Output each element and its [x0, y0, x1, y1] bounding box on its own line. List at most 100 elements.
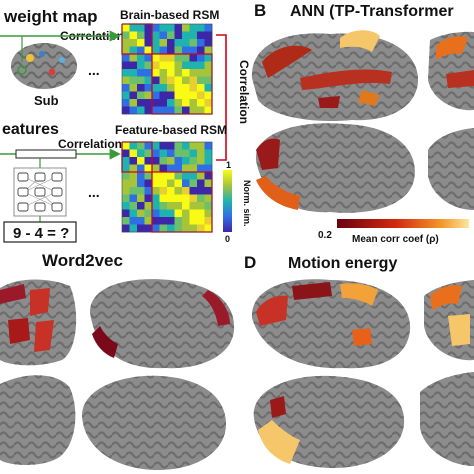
- rsm-cell: [189, 217, 198, 225]
- colorbar-max: 1: [226, 160, 231, 170]
- rsm-cell: [189, 142, 198, 150]
- panel-d: D Motion energy: [244, 253, 474, 468]
- rsm-cell: [167, 209, 175, 218]
- equation-box: [3, 221, 77, 243]
- rsm-cell: [167, 179, 175, 188]
- rsm-cell: [167, 46, 175, 55]
- rsm-cell: [144, 224, 153, 233]
- rsm-cell: [189, 224, 198, 233]
- rsm-cell: [197, 69, 205, 77]
- rsm-cell: [122, 224, 130, 233]
- rsm-cell: [137, 202, 145, 210]
- rsm-cell: [197, 61, 205, 70]
- rsm-cell: [144, 194, 153, 203]
- rsm-cell: [182, 84, 190, 92]
- rsm-correlation-bracket: [216, 34, 227, 161]
- rsm-cell: [122, 69, 130, 77]
- rsm-cell: [152, 187, 160, 195]
- rsm-cell: [167, 172, 175, 180]
- rsm-cell: [122, 91, 130, 100]
- rsm-cell: [122, 46, 130, 55]
- rsm-cell: [137, 69, 145, 77]
- rsm-cell: [182, 149, 190, 158]
- rsm-cell: [152, 194, 160, 203]
- correlation-vertical-label: Correlation: [237, 60, 251, 124]
- rsm-cell: [129, 224, 138, 233]
- rsm-cell: [167, 164, 175, 173]
- rsm-cell: [122, 142, 130, 150]
- rsm-cell: [129, 187, 138, 195]
- rsm-cell: [182, 91, 190, 100]
- rsm-cell: [189, 209, 198, 218]
- rsm-cell: [152, 54, 160, 62]
- rsm-cell: [204, 202, 213, 210]
- rsm-cell: [152, 142, 160, 150]
- rsm-cell: [159, 39, 168, 47]
- rsm-cell: [144, 69, 153, 77]
- panel-b-letter: B: [254, 1, 266, 20]
- word2vec-lateral-brain-right: [90, 279, 235, 369]
- rsm-cell: [122, 24, 130, 32]
- rsm-cell: [122, 179, 130, 188]
- panel-c: Word2vec: [0, 251, 235, 470]
- rsm-cell: [204, 91, 213, 100]
- ann-medial-brain-right: [428, 128, 474, 210]
- rsm-cell: [197, 224, 205, 233]
- motion-lateral-brain-right: [424, 280, 474, 361]
- rsm-cell: [167, 217, 175, 225]
- rsm-cell: [137, 142, 145, 150]
- rsm-cell: [174, 142, 183, 150]
- rsm-cell: [137, 149, 145, 158]
- rsm-cell: [182, 39, 190, 47]
- rsm-cell: [197, 179, 205, 188]
- rsm-cell: [137, 164, 145, 173]
- feature-network-icon: [0, 148, 121, 222]
- rsm-cell: [159, 46, 168, 55]
- rsm-cell: [189, 91, 198, 100]
- rsm-cell: [197, 172, 205, 180]
- rsm-cell: [174, 149, 183, 158]
- rsm-cell: [197, 76, 205, 85]
- rsm-cell: [129, 157, 138, 165]
- rsm-cell: [144, 157, 153, 165]
- panel-b-title: ANN (TP-Transformer: [290, 3, 454, 20]
- rsm-cell: [159, 24, 168, 32]
- rsm-cell: [144, 142, 153, 150]
- rsm-cell: [167, 31, 175, 40]
- rsm-cell: [144, 172, 153, 180]
- ann-correlation-colorbar: [337, 219, 469, 228]
- rsm-cell: [174, 31, 183, 40]
- weight-map-title: weight map: [3, 7, 98, 26]
- rsm-cell: [197, 99, 205, 107]
- rsm-cell: [129, 39, 138, 47]
- motion-lateral-brain-left: [251, 279, 411, 369]
- rsm-cell: [137, 31, 145, 40]
- rsm-cell: [167, 194, 175, 203]
- rsm-cell: [204, 106, 213, 115]
- rsm-cell: [174, 91, 183, 100]
- rsm-cell: [167, 76, 175, 85]
- rsm-cell: [144, 39, 153, 47]
- rsm-cell: [159, 61, 168, 70]
- rsm-cell: [152, 179, 160, 188]
- rsm-cell: [197, 106, 205, 115]
- rsm-cell: [174, 209, 183, 218]
- rsm-cell: [197, 209, 205, 218]
- rsm-cell: [152, 31, 160, 40]
- rsm-cell: [167, 142, 175, 150]
- rsm-cell: [159, 76, 168, 85]
- rsm-cell: [174, 179, 183, 188]
- rsm-cell: [167, 69, 175, 77]
- rsm-cell: [159, 179, 168, 188]
- rsm-cell: [122, 157, 130, 165]
- rsm-cell: [152, 164, 160, 173]
- rsm-cell: [204, 84, 213, 92]
- rsm-cell: [189, 54, 198, 62]
- rsm-cell: [189, 61, 198, 70]
- sub-label: Sub: [34, 93, 59, 108]
- rsm-cell: [152, 106, 160, 115]
- rsm-cell: [182, 187, 190, 195]
- rsm-cell: [159, 202, 168, 210]
- rsm-cell: [159, 106, 168, 115]
- rsm-cell: [167, 106, 175, 115]
